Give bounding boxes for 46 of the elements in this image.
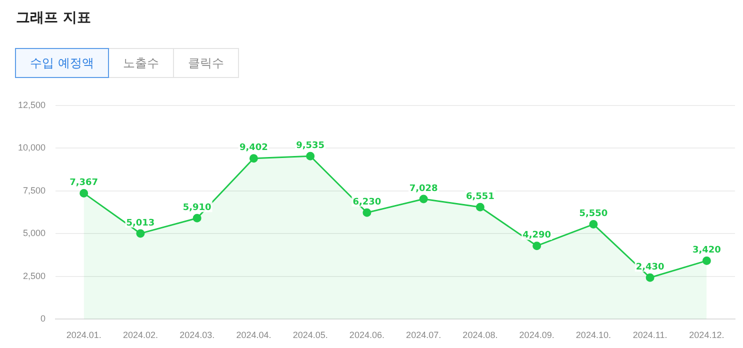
point [646, 273, 654, 282]
x-tick-label: 2024.12. [689, 330, 724, 340]
x-tick-label: 2024.05. [292, 330, 328, 340]
chart-title: 그래프 지표 [16, 9, 91, 27]
x-tick-label: 2024.09. [519, 330, 554, 340]
y-tick-label: 5,000 [22, 228, 46, 238]
point [702, 256, 711, 265]
data-label: 9,402 [239, 143, 268, 154]
x-tick-label: 2024.08. [462, 330, 498, 340]
data-label: 7,367 [70, 178, 98, 188]
point [136, 229, 145, 238]
x-tick-label: 2024.03. [180, 330, 215, 340]
point [249, 154, 258, 163]
y-tick-label: 12,500 [18, 100, 46, 110]
y-tick-label: 2,500 [22, 270, 46, 281]
data-label: 4,290 [522, 230, 552, 241]
y-tick-label: 10,000 [18, 142, 46, 153]
x-tick-label: 2024.06. [349, 330, 384, 340]
point [532, 242, 542, 250]
data-label: 5,910 [182, 202, 212, 213]
data-label: 3,420 [692, 246, 721, 256]
x-tick-label: 2024.01. [66, 330, 102, 340]
text: 수입 예정액 [15, 48, 109, 78]
point [362, 208, 372, 217]
x-tick-label: 2024.11. [632, 330, 668, 340]
x-tick-label: 2024.10. [576, 330, 611, 340]
text: 클릭수 [172, 48, 239, 78]
y-tick-label: 0 [40, 314, 46, 324]
data-label: 7,028 [409, 184, 438, 194]
y-tick-label: 7,500 [22, 185, 46, 196]
x-tick-label: 2024.02. [122, 330, 158, 340]
data-label: 5,550 [579, 209, 608, 220]
point [192, 214, 202, 222]
data-label: 9,535 [296, 140, 325, 151]
point [589, 220, 598, 229]
text: 노출수 [108, 48, 174, 78]
x-tick-label: 2024.07. [406, 330, 442, 340]
point [476, 202, 484, 212]
data-label: 6,551 [466, 192, 494, 202]
data-label: 2,430 [636, 262, 664, 272]
point [419, 194, 428, 204]
data-label: 5,013 [126, 218, 155, 228]
x-tick-label: 2024.04. [236, 330, 272, 340]
data-label: 6,230 [352, 197, 382, 208]
point [80, 188, 88, 198]
point [306, 152, 315, 160]
